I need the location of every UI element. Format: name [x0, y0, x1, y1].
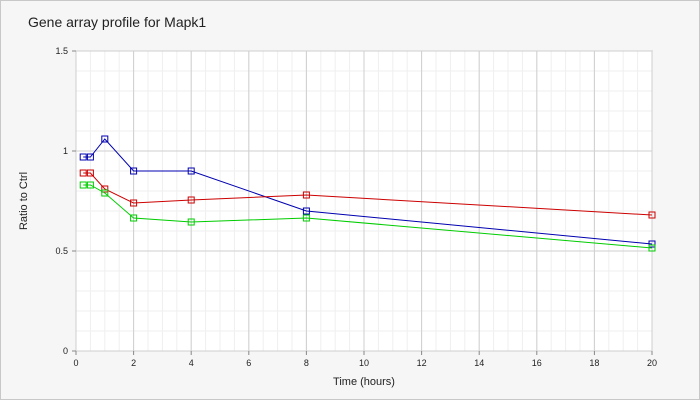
data-point-marker: [302, 207, 310, 215]
chart-title: Gene array profile for Mapk1: [28, 14, 206, 30]
x-tick-label: 12: [417, 358, 427, 368]
data-point-marker: [187, 167, 195, 175]
data-point-marker: [187, 196, 195, 204]
y-tick-label: 1: [63, 146, 68, 156]
series-3: [79, 181, 656, 252]
y-tick-label: 0: [63, 346, 68, 356]
x-axis-ticks: 0 2 4 6 8 10 12 14 16 18 20: [73, 351, 657, 368]
data-point-marker: [86, 181, 94, 189]
data-point-marker: [101, 185, 109, 193]
series-line: [83, 172, 653, 216]
data-point-marker: [79, 153, 87, 161]
y-tick-label: 0.5: [55, 246, 68, 256]
data-point-marker: [130, 199, 138, 207]
x-tick-label: 14: [474, 358, 484, 368]
series-line: [83, 184, 653, 249]
y-tick-label: 1.5: [55, 46, 68, 56]
data-point-marker: [79, 169, 87, 177]
series-1: [79, 135, 656, 248]
x-tick-label: 6: [246, 358, 251, 368]
y-axis-title: Ratio to Ctrl: [18, 172, 30, 230]
data-point-marker: [302, 191, 310, 199]
data-point-marker: [86, 153, 94, 161]
data-point-marker: [648, 244, 656, 252]
x-tick-label: 20: [647, 358, 657, 368]
data-point-marker: [86, 169, 94, 177]
x-axis-title: Time (hours): [333, 376, 395, 388]
data-point-marker: [101, 189, 109, 197]
data-point-marker: [187, 218, 195, 226]
data-point-marker: [302, 214, 310, 222]
data-point-marker: [130, 167, 138, 175]
major-grid: [75, 50, 653, 352]
x-tick-label: 10: [359, 358, 369, 368]
y-axis-ticks: 0 0.5 1 1.5: [55, 46, 76, 356]
data-point-marker: [648, 240, 656, 248]
x-tick-label: 2: [131, 358, 136, 368]
x-tick-label: 0: [73, 358, 78, 368]
data-point-marker: [648, 211, 656, 219]
data-point-marker: [101, 135, 109, 143]
series-layer: [79, 135, 656, 252]
x-tick-label: 18: [589, 358, 599, 368]
x-tick-label: 4: [189, 358, 194, 368]
data-point-marker: [130, 214, 138, 222]
x-tick-label: 16: [532, 358, 542, 368]
series-line: [83, 138, 653, 245]
series-2: [79, 169, 656, 219]
data-point-marker: [79, 181, 87, 189]
x-tick-label: 8: [304, 358, 309, 368]
